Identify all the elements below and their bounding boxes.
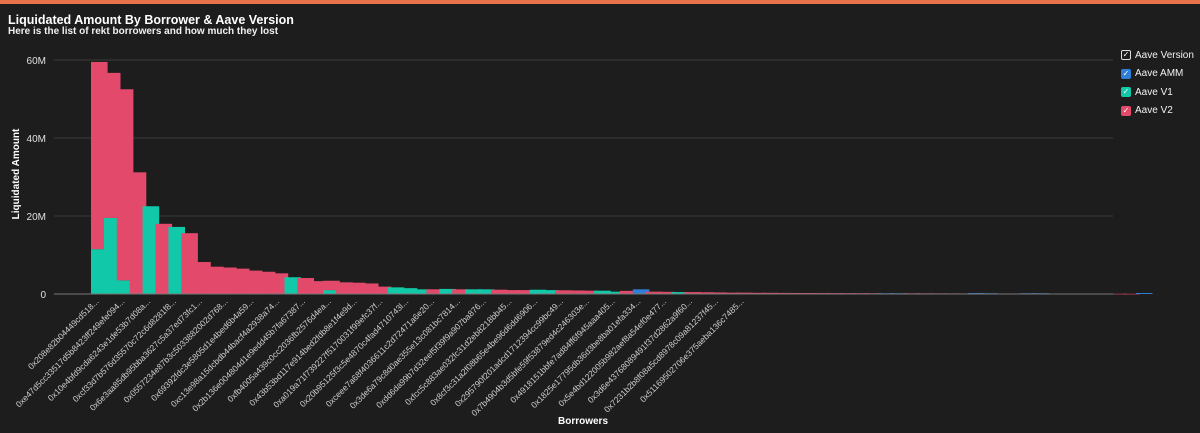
bar-segment[interactable] — [91, 61, 108, 250]
bar-segment[interactable] — [581, 290, 598, 294]
bar-segment[interactable] — [761, 292, 779, 294]
y-axis-ticks: 0 20M 40M 60M — [27, 56, 47, 301]
bar-segment[interactable] — [645, 291, 663, 294]
legend-label: Aave V1 — [1135, 86, 1173, 98]
bar-segment[interactable] — [439, 288, 456, 294]
legend-item-aave-amm[interactable]: ✓ Aave AMM — [1121, 65, 1194, 84]
bar-segment[interactable] — [103, 72, 121, 218]
bar-segment[interactable] — [91, 249, 108, 294]
bar-segment[interactable] — [245, 270, 263, 294]
bar-segment[interactable] — [284, 277, 302, 294]
chart-subtitle: Here is the list of rekt borrowers and h… — [8, 26, 279, 37]
bar-segment[interactable] — [632, 289, 650, 294]
checkbox-icon: ✓ — [1121, 50, 1131, 61]
bar-segment[interactable] — [323, 280, 340, 291]
bar-segment[interactable] — [710, 292, 727, 294]
bar-segment[interactable] — [658, 291, 676, 294]
bar-segment[interactable] — [748, 292, 766, 294]
legend-item-aave-v2[interactable]: ✓ Aave V2 — [1121, 102, 1194, 121]
legend-toggle-all[interactable]: ✓ Aave Version — [1121, 46, 1194, 65]
bar-segment[interactable] — [129, 172, 147, 294]
bar-segment[interactable] — [297, 278, 314, 294]
bar-segment[interactable] — [787, 292, 805, 294]
bar-segment[interactable] — [349, 282, 366, 294]
bar-segment[interactable] — [516, 290, 534, 294]
y-axis-title: Liquidated Amount — [11, 128, 22, 219]
legend-item-aave-v1[interactable]: ✓ Aave V1 — [1121, 83, 1194, 102]
legend-label: Aave AMM — [1135, 68, 1184, 80]
bar-segment[interactable] — [465, 289, 482, 294]
top-accent-bar — [0, 0, 1200, 4]
bar-segment[interactable] — [194, 262, 211, 294]
bar-segment[interactable] — [155, 223, 173, 294]
bar-segment[interactable] — [116, 89, 134, 281]
bar-segment[interactable] — [400, 288, 418, 294]
bar-segment[interactable] — [697, 292, 714, 294]
bar-segment[interactable] — [671, 292, 689, 294]
checkbox-icon: ✓ — [1121, 105, 1131, 116]
bar-segment[interactable] — [181, 233, 198, 294]
bar-segment[interactable] — [619, 290, 637, 294]
x-axis-ticks: 0x208e82b04449cd518...0xe47d5cc33517d5b8… — [14, 296, 746, 418]
y-tick-label: 20M — [27, 212, 46, 223]
bar-segment[interactable] — [387, 287, 405, 294]
bar-segment[interactable] — [207, 266, 224, 294]
bar-segment[interactable] — [1135, 293, 1153, 294]
bar-segment[interactable] — [568, 290, 585, 294]
checkbox-icon: ✓ — [1121, 87, 1131, 98]
bar-segment[interactable] — [542, 290, 560, 294]
bar-segment[interactable] — [361, 283, 379, 294]
legend-title: Aave Version — [1135, 49, 1194, 61]
bar-segment[interactable] — [310, 281, 327, 294]
bar-segment[interactable] — [413, 289, 431, 294]
bar-segment[interactable] — [452, 289, 469, 294]
bar-segment[interactable] — [555, 290, 572, 294]
legend-label: Aave V2 — [1135, 105, 1173, 117]
bars — [91, 61, 1153, 295]
bar-segment[interactable] — [323, 290, 340, 294]
bar-segment[interactable] — [1110, 293, 1127, 295]
bar-segment[interactable] — [374, 286, 392, 294]
checkbox-icon: ✓ — [1121, 68, 1131, 79]
bar-segment[interactable] — [529, 289, 547, 294]
bar-segment[interactable] — [232, 268, 250, 294]
bar-segment[interactable] — [116, 280, 134, 294]
bar-segment[interactable] — [168, 226, 185, 294]
x-axis-title: Borrowers — [558, 416, 608, 427]
bar-segment[interactable] — [271, 273, 289, 294]
bar-segment[interactable] — [336, 282, 353, 294]
bar-segment[interactable] — [220, 267, 237, 294]
bar-segment[interactable] — [490, 289, 508, 294]
bar-segment[interactable] — [723, 292, 740, 294]
legend: ✓ Aave Version ✓ Aave AMM ✓ Aave V1 ✓ Aa… — [1121, 46, 1194, 120]
bar-segment[interactable] — [258, 271, 276, 294]
chart-title: Liquidated Amount By Borrower & Aave Ver… — [8, 13, 294, 27]
y-tick-label: 60M — [27, 56, 46, 67]
bar-segment[interactable] — [774, 292, 792, 294]
bar-segment[interactable] — [142, 206, 160, 294]
bar-segment[interactable] — [503, 290, 521, 294]
y-tick-label: 40M — [27, 134, 46, 145]
bar-segment[interactable] — [426, 289, 443, 294]
bar-segment[interactable] — [736, 292, 753, 294]
bar-segment[interactable] — [103, 217, 121, 294]
bar-segment[interactable] — [594, 290, 611, 294]
bar-segment[interactable] — [1123, 293, 1140, 295]
bar-segment[interactable] — [607, 291, 624, 294]
y-tick-label: 0 — [40, 290, 46, 301]
bar-segment[interactable] — [478, 289, 495, 294]
bar-segment[interactable] — [684, 292, 701, 294]
gridlines — [54, 59, 1113, 217]
